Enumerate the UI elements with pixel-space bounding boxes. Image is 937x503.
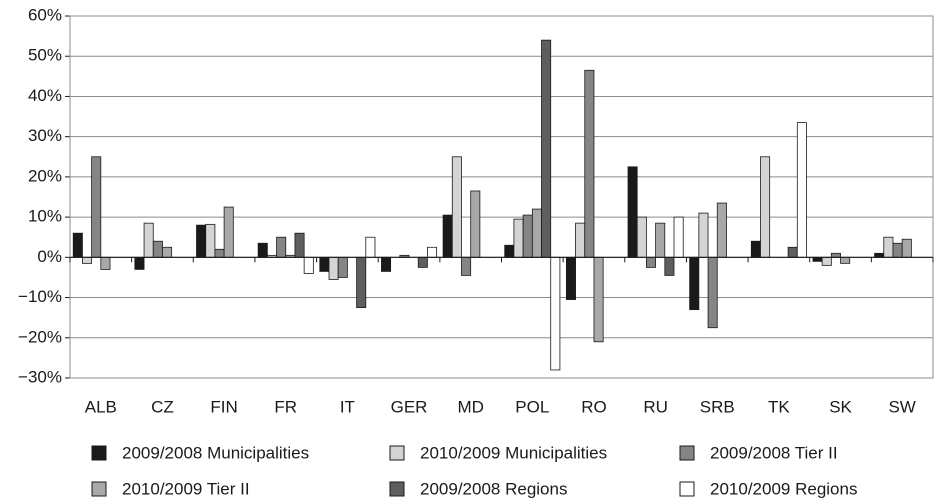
bar bbox=[550, 256, 561, 371]
bar bbox=[294, 232, 305, 258]
y-tick-label: 30% bbox=[28, 126, 62, 145]
bar bbox=[72, 232, 83, 258]
legend-label: 2009/2008 Tier II bbox=[710, 443, 838, 462]
bar bbox=[698, 212, 709, 258]
x-tick-label: SW bbox=[888, 397, 915, 416]
bar bbox=[319, 256, 330, 272]
bar bbox=[513, 218, 524, 258]
bar bbox=[821, 256, 832, 266]
bar bbox=[796, 122, 807, 258]
bar bbox=[257, 242, 268, 258]
x-tick-label: FR bbox=[274, 397, 297, 416]
bar bbox=[750, 240, 761, 258]
bar bbox=[646, 256, 657, 268]
bar bbox=[461, 256, 472, 276]
bar bbox=[541, 39, 552, 258]
bar bbox=[276, 236, 287, 258]
x-tick-label: RU bbox=[643, 397, 668, 416]
bar bbox=[205, 223, 216, 258]
bar bbox=[381, 256, 392, 272]
legend-swatch bbox=[389, 481, 405, 497]
legend-label: 2009/2008 Municipalities bbox=[122, 443, 309, 462]
plot-border bbox=[69, 15, 934, 379]
bar bbox=[91, 156, 102, 258]
y-tick-label: 50% bbox=[28, 46, 62, 65]
legend-label: 2009/2008 Regions bbox=[420, 479, 567, 498]
bar bbox=[565, 256, 576, 300]
y-tick-label: 0% bbox=[37, 247, 62, 266]
x-tick-label: GER bbox=[391, 397, 428, 416]
bar bbox=[627, 166, 638, 258]
y-tick-label: −20% bbox=[18, 327, 62, 346]
y-tick-label: −10% bbox=[18, 287, 62, 306]
y-tick-label: 10% bbox=[28, 207, 62, 226]
x-tick-label: FIN bbox=[210, 397, 237, 416]
bar bbox=[874, 252, 885, 258]
x-tick-label: MD bbox=[457, 397, 483, 416]
bar bbox=[892, 242, 903, 258]
bar bbox=[82, 256, 93, 264]
y-tick-label: 20% bbox=[28, 166, 62, 185]
y-tick-label: 40% bbox=[28, 86, 62, 105]
bar bbox=[504, 244, 515, 258]
bar bbox=[883, 236, 894, 258]
bar bbox=[328, 256, 339, 280]
bar bbox=[134, 256, 145, 270]
bar bbox=[214, 248, 225, 258]
bar bbox=[451, 156, 462, 258]
x-tick-label: POL bbox=[515, 397, 549, 416]
bar bbox=[840, 256, 851, 264]
bar bbox=[655, 222, 666, 258]
legend-label: 2010/2009 Tier II bbox=[122, 479, 250, 498]
bar bbox=[417, 256, 428, 268]
bar bbox=[664, 256, 675, 276]
bar bbox=[356, 256, 367, 309]
bar bbox=[442, 214, 453, 258]
legend-label: 2010/2009 Municipalities bbox=[420, 443, 607, 462]
bar bbox=[365, 236, 376, 258]
bar bbox=[830, 252, 841, 258]
bar bbox=[522, 214, 533, 258]
bar bbox=[303, 256, 314, 274]
bar bbox=[760, 156, 771, 258]
bar bbox=[812, 256, 823, 262]
y-tick-label: −30% bbox=[18, 367, 62, 386]
bar bbox=[584, 69, 595, 258]
bar bbox=[100, 256, 111, 270]
bar bbox=[901, 238, 912, 258]
x-tick-label: ALB bbox=[85, 397, 117, 416]
bar bbox=[223, 206, 234, 258]
x-tick-label: IT bbox=[340, 397, 355, 416]
y-tick-label: 60% bbox=[28, 5, 62, 24]
x-tick-label: CZ bbox=[151, 397, 174, 416]
x-tick-label: SRB bbox=[700, 397, 735, 416]
x-tick-label: TK bbox=[768, 397, 790, 416]
legend-swatch bbox=[389, 445, 405, 461]
bar bbox=[636, 216, 647, 258]
bar bbox=[673, 216, 684, 258]
bar bbox=[162, 246, 173, 258]
bar bbox=[531, 208, 542, 258]
bar bbox=[337, 256, 348, 278]
bar bbox=[143, 222, 154, 258]
bar bbox=[470, 190, 481, 258]
bar bbox=[593, 256, 604, 343]
legend-swatch bbox=[679, 481, 695, 497]
bar bbox=[427, 246, 438, 258]
bar bbox=[689, 256, 700, 311]
legend-swatch bbox=[91, 481, 107, 497]
bar bbox=[716, 202, 727, 258]
bar bbox=[575, 222, 586, 258]
x-tick-label: RO bbox=[581, 397, 607, 416]
legend-label: 2010/2009 Regions bbox=[710, 479, 857, 498]
x-tick-label: SK bbox=[829, 397, 852, 416]
bar bbox=[152, 240, 163, 258]
legend-swatch bbox=[91, 445, 107, 461]
bar bbox=[787, 246, 798, 258]
legend-swatch bbox=[679, 445, 695, 461]
bar bbox=[196, 224, 207, 258]
bar bbox=[707, 256, 718, 329]
